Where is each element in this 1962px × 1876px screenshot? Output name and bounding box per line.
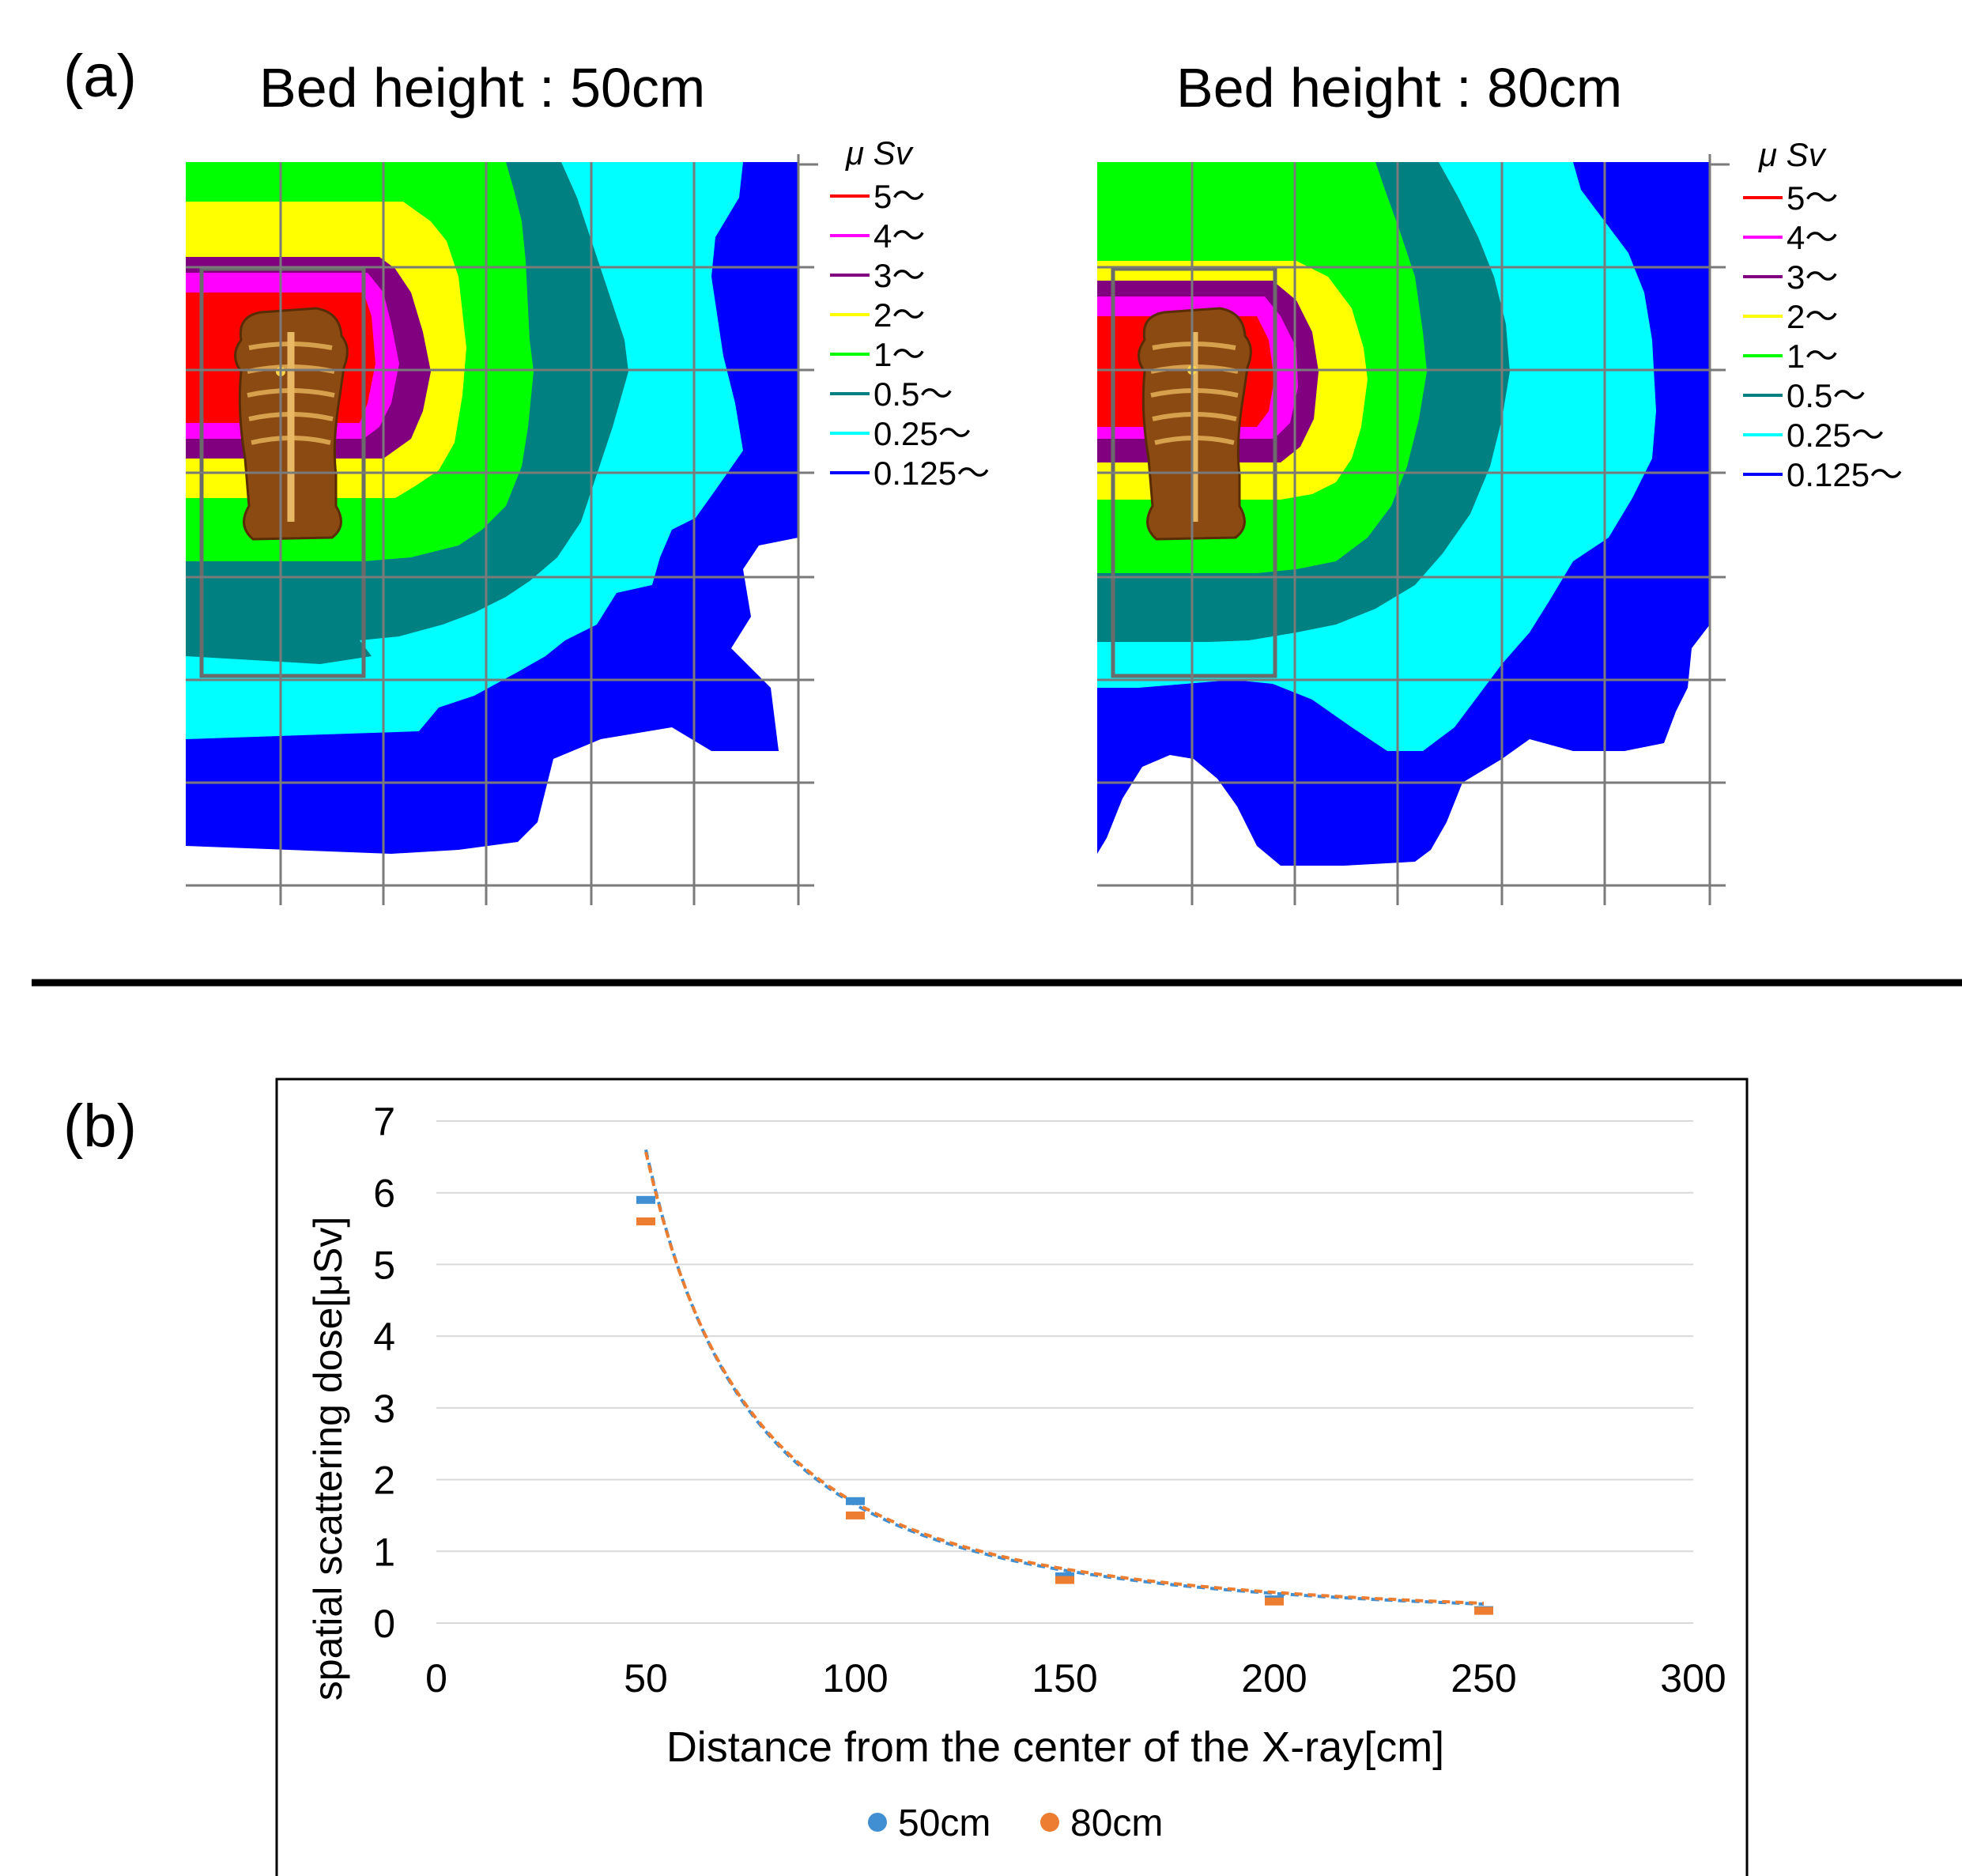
y-tick-3: 3 bbox=[373, 1387, 395, 1431]
legend-label-80cm-3: 2～ bbox=[1787, 298, 1838, 335]
panel-b-label: (b) bbox=[63, 1093, 137, 1160]
y-axis-label: spatial scattering dose[μSv] bbox=[306, 1217, 350, 1700]
legend-text-50cm: 50cm bbox=[898, 1802, 990, 1844]
map-title-80cm: Bed height : 80cm bbox=[1176, 57, 1622, 119]
x-tick-50: 50 bbox=[624, 1656, 668, 1700]
legend-unit-80cm: μ Sv bbox=[1758, 136, 1828, 173]
legend-label-50cm-1: 4～ bbox=[873, 217, 925, 255]
x-axis-label: Distance from the center of the X-ray[cm… bbox=[666, 1723, 1444, 1771]
y-tick-labels: 0 1 2 3 4 5 6 7 bbox=[373, 1100, 395, 1646]
dose-legend-80cm: 5～4～3～2～1～0.5～0.25～0.125～ bbox=[1743, 179, 1903, 493]
legend-label-80cm-0: 5～ bbox=[1787, 179, 1838, 217]
point-80cm-150 bbox=[1055, 1576, 1074, 1584]
trendlines bbox=[644, 1149, 1485, 1606]
panel-a-label: (a) bbox=[63, 43, 137, 110]
dose-legend-50cm: 5～4～3～2～1～0.5～0.25～0.125～ bbox=[830, 178, 990, 492]
point-50cm-50 bbox=[636, 1195, 655, 1204]
legend-label-50cm-4: 1～ bbox=[873, 336, 925, 373]
dose-map-80cm bbox=[1097, 154, 1730, 905]
x-tick-labels: 0 50 100 150 200 250 300 bbox=[425, 1656, 1726, 1700]
legend-marker-80cm bbox=[1040, 1813, 1059, 1832]
legend-label-50cm-7: 0.125～ bbox=[873, 455, 990, 492]
point-50cm-100 bbox=[846, 1497, 865, 1505]
x-tick-0: 0 bbox=[425, 1656, 447, 1700]
legend-label-80cm-7: 0.125～ bbox=[1787, 456, 1903, 493]
y-tick-5: 5 bbox=[373, 1243, 395, 1287]
data-points bbox=[636, 1195, 1493, 1615]
legend-label-80cm-6: 0.25～ bbox=[1787, 417, 1885, 454]
y-tick-7: 7 bbox=[373, 1100, 395, 1144]
point-80cm-200 bbox=[1265, 1597, 1284, 1606]
dose-map-50cm bbox=[186, 154, 818, 905]
legend-label-50cm-5: 0.5～ bbox=[873, 376, 953, 413]
legend-label-80cm-4: 1～ bbox=[1787, 338, 1838, 375]
legend-label-50cm-3: 2～ bbox=[873, 296, 925, 334]
x-tick-150: 150 bbox=[1032, 1656, 1097, 1700]
x-tick-300: 300 bbox=[1660, 1656, 1726, 1700]
legend-label-80cm-5: 0.5～ bbox=[1787, 377, 1866, 414]
legend-label-80cm-2: 3～ bbox=[1787, 259, 1838, 296]
x-tick-100: 100 bbox=[822, 1656, 888, 1700]
map-title-50cm: Bed height : 50cm bbox=[259, 57, 705, 119]
x-tick-200: 200 bbox=[1241, 1656, 1307, 1700]
legend-label-50cm-2: 3～ bbox=[873, 257, 925, 294]
y-tick-1: 1 bbox=[373, 1530, 395, 1574]
torso-xray-icon bbox=[234, 307, 349, 541]
chart-gridlines bbox=[436, 1120, 1693, 1624]
trendline-50cm bbox=[644, 1149, 1485, 1606]
y-tick-6: 6 bbox=[373, 1172, 395, 1216]
torso-xray-icon bbox=[1138, 307, 1252, 541]
point-80cm-100 bbox=[846, 1511, 865, 1519]
legend-label-50cm-6: 0.25～ bbox=[873, 415, 972, 452]
y-tick-0: 0 bbox=[373, 1602, 395, 1646]
y-tick-2: 2 bbox=[373, 1459, 395, 1503]
chart-legend: 50cm 80cm bbox=[868, 1802, 1163, 1844]
legend-label-50cm-0: 5～ bbox=[873, 178, 925, 215]
x-tick-250: 250 bbox=[1451, 1656, 1516, 1700]
legend-marker-50cm bbox=[868, 1813, 887, 1832]
point-80cm-50 bbox=[636, 1217, 655, 1225]
point-80cm-250 bbox=[1474, 1606, 1493, 1615]
legend-text-80cm: 80cm bbox=[1070, 1802, 1163, 1844]
chart-frame bbox=[275, 1078, 1749, 1876]
dose-chart: 0 1 2 3 4 5 6 7 0 50 100 150 200 250 300 spatial scat… bbox=[306, 1100, 1726, 1844]
legend-label-80cm-1: 4～ bbox=[1787, 219, 1838, 256]
legend-unit-50cm: μ Sv bbox=[845, 134, 915, 172]
y-tick-4: 4 bbox=[373, 1315, 395, 1359]
